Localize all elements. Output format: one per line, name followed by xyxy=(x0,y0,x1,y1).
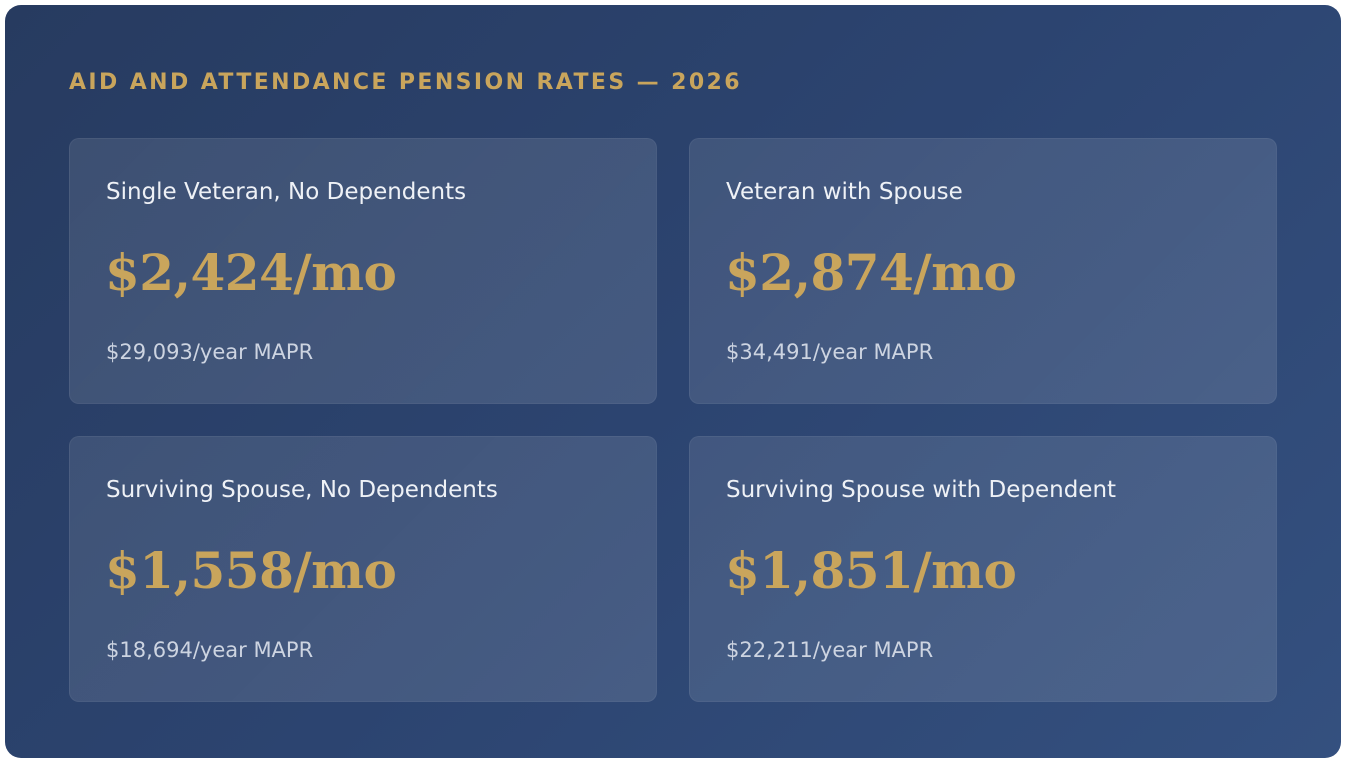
rate-card-monthly-amount: $1,851/mo xyxy=(725,541,1017,600)
rates-grid: Single Veteran, No Dependents $2,424/mo … xyxy=(69,138,1277,702)
rate-card-label: Surviving Spouse with Dependent xyxy=(726,477,1117,503)
rate-card-surviving-spouse-with-dependent: Surviving Spouse with Dependent $1,851/m… xyxy=(689,436,1277,702)
rate-card-label: Veteran with Spouse xyxy=(726,179,963,205)
rate-card-annual-amount: $22,211/year MAPR xyxy=(726,638,934,662)
rate-card-label: Surviving Spouse, No Dependents xyxy=(106,477,498,503)
rate-card-annual-amount: $34,491/year MAPR xyxy=(726,340,934,364)
rate-card-annual-amount: $18,694/year MAPR xyxy=(106,638,314,662)
rate-card-monthly-amount: $2,874/mo xyxy=(725,243,1017,302)
rate-card-label: Single Veteran, No Dependents xyxy=(106,179,467,205)
rate-card-veteran-with-spouse: Veteran with Spouse $2,874/mo $34,491/ye… xyxy=(689,138,1277,404)
rate-card-annual-amount: $29,093/year MAPR xyxy=(106,340,314,364)
rate-card-single-veteran: Single Veteran, No Dependents $2,424/mo … xyxy=(69,138,657,404)
pension-rates-panel: AID AND ATTENDANCE PENSION RATES — 2026 … xyxy=(5,5,1341,758)
rate-card-monthly-amount: $1,558/mo xyxy=(105,541,397,600)
rate-card-monthly-amount: $2,424/mo xyxy=(105,243,397,302)
panel-heading: AID AND ATTENDANCE PENSION RATES — 2026 xyxy=(69,70,742,95)
rate-card-surviving-spouse: Surviving Spouse, No Dependents $1,558/m… xyxy=(69,436,657,702)
